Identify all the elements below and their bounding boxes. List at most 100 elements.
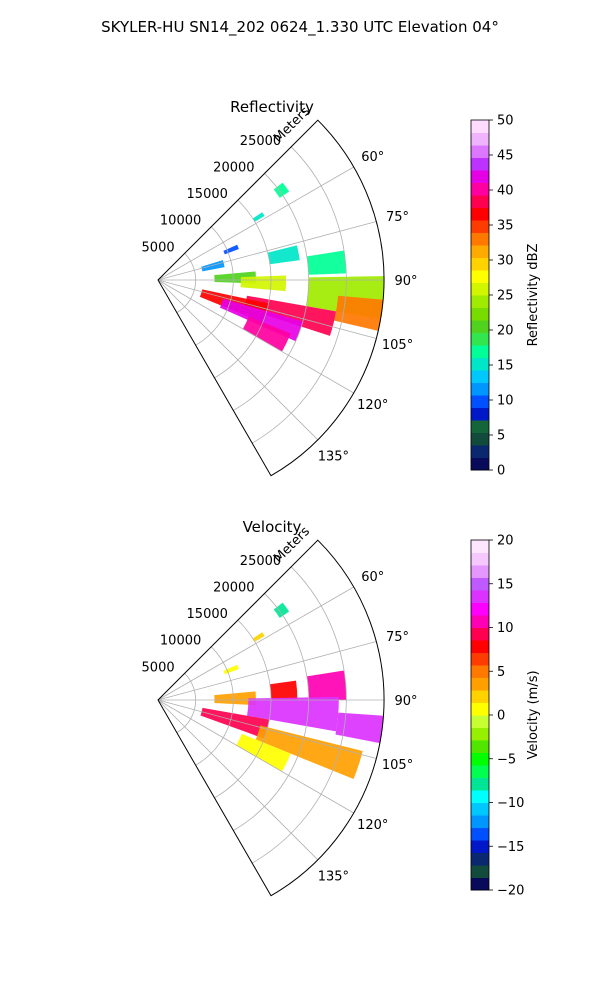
colorbar-tick-label: 20 <box>497 534 514 549</box>
echo-region <box>306 670 347 700</box>
azimuth-tick-label: 135° <box>318 449 349 464</box>
range-ring <box>251 566 347 864</box>
echo-region <box>267 245 300 265</box>
colorbar-swatch <box>471 320 489 333</box>
echo-region <box>236 733 291 772</box>
azimuth-gridline <box>157 586 354 701</box>
azimuth-gridline <box>157 166 354 281</box>
azimuth-gridline <box>157 221 377 281</box>
colorbar-swatch <box>471 840 489 853</box>
colorbar-swatch <box>471 877 489 891</box>
colorbar-swatch <box>471 640 489 653</box>
colorbar-swatch <box>471 432 489 446</box>
reflectivity-colorbar: 0 5 10 15 20 25 30 35 40 45 50 Reflectivity dBZ <box>470 114 541 479</box>
velocity-colorbar: −20 −15 −10 −5 0 5 10 15 20 Velocity (m/s) <box>470 534 541 899</box>
colorbar-tick-label: 5 <box>497 429 505 444</box>
colorbar-swatch <box>471 652 489 666</box>
colorbar-swatch <box>471 565 489 578</box>
azimuth-tick-label: 105° <box>382 338 413 353</box>
range-tick-label: 15000 <box>187 607 228 622</box>
echo-region <box>201 260 225 272</box>
range-tick-label: 20000 <box>213 580 254 595</box>
azimuth-tick-label: 105° <box>382 758 413 773</box>
echo-region <box>200 707 270 739</box>
colorbar-swatch <box>471 577 489 591</box>
colorbar-swatch <box>471 282 489 296</box>
colorbar-swatch <box>471 815 489 828</box>
echo-region <box>335 712 384 744</box>
colorbar-swatch <box>471 145 489 158</box>
colorbar-swatch <box>471 865 489 878</box>
azimuth-tick-label: 60° <box>361 570 384 585</box>
sector-outline <box>157 119 385 477</box>
colorbar-swatch <box>471 345 489 358</box>
colorbar-swatch <box>471 357 489 371</box>
colorbar-swatch <box>471 852 489 866</box>
colorbar-tick-label: 15 <box>497 577 514 592</box>
azimuth-gridline <box>157 279 354 394</box>
colorbar-swatch <box>471 382 489 396</box>
range-tick-label: 15000 <box>187 187 228 202</box>
azimuth-gridline <box>157 641 377 701</box>
range-ring <box>233 173 310 411</box>
colorbar-swatch <box>471 232 489 246</box>
echo-region <box>273 602 290 618</box>
colorbar-swatch <box>471 445 489 458</box>
colorbar-swatch <box>471 715 489 728</box>
range-ring <box>214 199 272 379</box>
colorbar-tick-label: 0 <box>497 464 505 479</box>
reflectivity-sector: 500010000150002000025000Meters60°75°90°1… <box>142 104 418 477</box>
azimuth-tick-label: 90° <box>394 274 417 289</box>
colorbar-swatch <box>471 752 489 766</box>
echo-region <box>240 275 287 292</box>
colorbar-swatch <box>471 270 489 283</box>
velocity-panel: Velocity 500010000150002000025000Meters6… <box>142 518 541 899</box>
colorbar-swatch <box>471 790 489 803</box>
echo-region <box>306 250 347 275</box>
range-tick-label: 5000 <box>142 240 175 255</box>
reflectivity-title: Reflectivity <box>230 98 314 116</box>
azimuth-gridline <box>157 699 377 759</box>
range-tick-label: 25000 <box>240 554 281 569</box>
colorbar-tick-label: 30 <box>497 254 514 269</box>
colorbar-tick-label: 50 <box>497 114 514 129</box>
colorbar-swatch <box>471 407 489 421</box>
colorbar-swatch <box>471 420 489 433</box>
colorbar-tick-label: 45 <box>497 149 514 164</box>
colorbar-swatch <box>471 395 489 408</box>
sector-outline <box>157 539 385 897</box>
colorbar-swatch <box>471 370 489 383</box>
echo-region <box>273 182 290 198</box>
echo-region <box>223 244 239 255</box>
colorbar-swatch <box>471 170 489 183</box>
colorbar-tick-label: 25 <box>497 289 514 304</box>
echo-region <box>252 632 265 642</box>
velocity-sector: 500010000150002000025000Meters60°75°90°1… <box>142 524 418 897</box>
colorbar-swatch <box>471 207 489 221</box>
colorbar-label: Velocity (m/s) <box>526 670 541 759</box>
echo-region <box>242 316 291 352</box>
azimuth-gridline <box>157 279 319 441</box>
colorbar-swatch <box>471 827 489 841</box>
colorbar-tick-label: −15 <box>497 840 524 855</box>
colorbar-tick-label: −5 <box>497 752 516 767</box>
colorbar-swatch <box>471 590 489 603</box>
azimuth-tick-label: 75° <box>386 630 409 645</box>
colorbar-swatch <box>471 702 489 716</box>
colorbar-swatch <box>471 295 489 308</box>
range-tick-label: 10000 <box>160 214 201 229</box>
colorbar-tick-label: 5 <box>497 665 505 680</box>
azimuth-tick-label: 75° <box>386 210 409 225</box>
range-tick-label: 20000 <box>213 160 254 175</box>
colorbar-tick-label: 35 <box>497 219 514 234</box>
range-tick-label: 5000 <box>142 660 175 675</box>
colorbar-swatch <box>471 120 489 133</box>
echo-region <box>255 725 363 780</box>
colorbar-tick-label: 0 <box>497 709 505 724</box>
colorbar-swatch <box>471 665 489 678</box>
colorbar-tick-label: 20 <box>497 324 514 339</box>
azimuth-tick-label: 90° <box>394 694 417 709</box>
colorbar-swatch <box>471 182 489 196</box>
range-ring <box>214 619 272 799</box>
